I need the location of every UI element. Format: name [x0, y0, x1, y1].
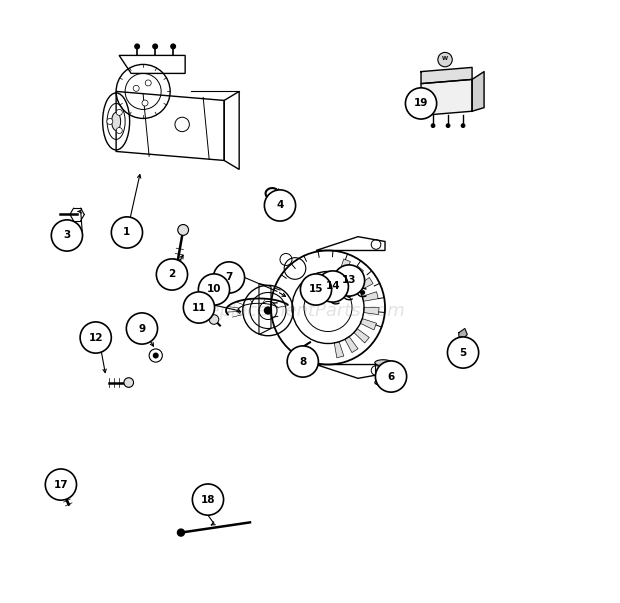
Circle shape	[301, 274, 332, 305]
Circle shape	[334, 297, 339, 302]
Circle shape	[80, 322, 112, 353]
Text: 7: 7	[225, 273, 232, 282]
Circle shape	[175, 117, 189, 131]
Circle shape	[360, 290, 365, 295]
Text: 6: 6	[388, 371, 395, 382]
Circle shape	[461, 123, 466, 128]
Circle shape	[198, 274, 229, 305]
Text: 14: 14	[326, 282, 340, 291]
Circle shape	[213, 262, 244, 293]
Text: 4: 4	[277, 200, 284, 210]
Circle shape	[209, 315, 219, 324]
Circle shape	[192, 484, 224, 515]
Circle shape	[438, 52, 452, 67]
Polygon shape	[349, 267, 363, 282]
Circle shape	[126, 313, 157, 344]
Text: 12: 12	[89, 332, 103, 343]
Circle shape	[134, 43, 140, 49]
Polygon shape	[421, 80, 472, 115]
Circle shape	[107, 118, 113, 124]
Text: 17: 17	[53, 479, 68, 490]
Circle shape	[431, 123, 435, 128]
Text: 2: 2	[168, 270, 175, 279]
Ellipse shape	[375, 379, 392, 385]
Circle shape	[51, 220, 82, 251]
Circle shape	[170, 43, 176, 49]
Circle shape	[112, 217, 143, 248]
Polygon shape	[339, 259, 350, 275]
Text: 13: 13	[342, 276, 356, 285]
Circle shape	[376, 361, 407, 392]
Circle shape	[45, 469, 76, 500]
Circle shape	[117, 109, 122, 115]
Circle shape	[178, 224, 188, 235]
Ellipse shape	[112, 112, 121, 130]
Text: 15: 15	[309, 285, 323, 294]
Circle shape	[448, 337, 479, 368]
Text: W: W	[442, 56, 448, 61]
Polygon shape	[362, 292, 378, 302]
Circle shape	[145, 80, 151, 86]
Text: 19: 19	[414, 98, 428, 109]
Circle shape	[177, 528, 185, 537]
Text: 1: 1	[123, 227, 131, 238]
Text: 10: 10	[206, 285, 221, 294]
Circle shape	[405, 88, 436, 119]
Polygon shape	[357, 277, 373, 291]
Circle shape	[347, 293, 352, 298]
Text: 3: 3	[63, 230, 71, 241]
Circle shape	[317, 271, 348, 302]
Polygon shape	[345, 336, 358, 353]
Circle shape	[287, 346, 319, 377]
Text: 9: 9	[138, 324, 146, 333]
Polygon shape	[364, 308, 379, 315]
Polygon shape	[334, 342, 343, 358]
Text: 18: 18	[201, 494, 215, 505]
Polygon shape	[354, 329, 370, 343]
Text: 11: 11	[192, 303, 206, 312]
Circle shape	[446, 123, 451, 128]
Polygon shape	[472, 72, 484, 111]
Text: 8: 8	[299, 356, 306, 367]
Circle shape	[264, 190, 296, 221]
Circle shape	[152, 43, 158, 49]
Ellipse shape	[375, 360, 392, 366]
Circle shape	[142, 100, 148, 106]
Circle shape	[292, 349, 299, 356]
Circle shape	[264, 306, 272, 315]
Polygon shape	[360, 318, 376, 330]
Text: 5: 5	[459, 347, 467, 358]
Circle shape	[153, 353, 159, 359]
Circle shape	[156, 259, 188, 290]
Circle shape	[124, 377, 133, 387]
Polygon shape	[459, 329, 467, 339]
Text: ereplacementParts.com: ereplacementParts.com	[190, 302, 405, 320]
Circle shape	[117, 127, 122, 133]
Circle shape	[133, 85, 139, 91]
Polygon shape	[421, 68, 472, 84]
Circle shape	[334, 265, 365, 296]
Circle shape	[184, 292, 215, 323]
